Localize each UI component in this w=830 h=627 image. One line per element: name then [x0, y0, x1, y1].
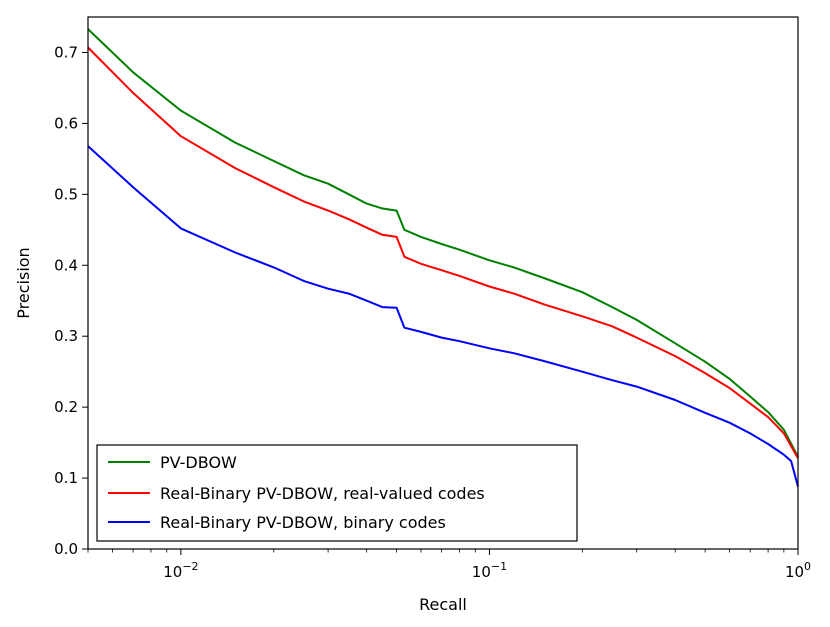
legend-label-real-valued: Real-Binary PV-DBOW, real-valued codes — [160, 484, 485, 503]
y-tick-label: 0.0 — [54, 540, 78, 558]
legend-label-binary: Real-Binary PV-DBOW, binary codes — [160, 513, 446, 532]
plot-area — [87, 16, 799, 550]
y-tick-label: 0.4 — [54, 256, 78, 274]
series-line-1 — [87, 46, 799, 459]
x-axis-label: Recall — [419, 595, 467, 614]
x-axis: 10−2 10−1 100 — [87, 549, 811, 581]
x-tick-label: 10−1 — [472, 560, 507, 581]
x-tick-label-base: 10 — [163, 563, 182, 581]
legend-label-pv-dbow: PV-DBOW — [160, 453, 237, 472]
x-tick-label: 10−2 — [163, 560, 198, 581]
y-tick-label: 0.5 — [54, 185, 78, 203]
y-axis-label: Precision — [14, 247, 33, 318]
x-tick-label-exponent: −1 — [491, 560, 507, 573]
series-layer — [87, 28, 799, 487]
y-tick-label: 0.2 — [54, 398, 78, 416]
y-tick-label: 0.3 — [54, 327, 78, 345]
series-line-2 — [87, 145, 799, 487]
x-tick-label: 100 — [785, 560, 811, 581]
series-line-0 — [87, 28, 799, 458]
x-tick-label-base: 10 — [472, 563, 491, 581]
legend: PV-DBOW Real-Binary PV-DBOW, real-valued… — [96, 444, 578, 542]
x-tick-label-base: 10 — [785, 563, 804, 581]
x-tick-label-exponent: 0 — [804, 560, 811, 573]
y-tick-label: 0.1 — [54, 469, 78, 487]
axes-frame — [87, 16, 799, 550]
y-axis: 0.0 0.1 0.2 0.3 0.4 0.5 0.6 0.7 — [54, 43, 88, 558]
y-tick-label: 0.6 — [54, 114, 78, 132]
legend-box — [96, 444, 578, 542]
y-tick-label: 0.7 — [54, 43, 78, 61]
x-tick-label-exponent: −2 — [182, 560, 198, 573]
